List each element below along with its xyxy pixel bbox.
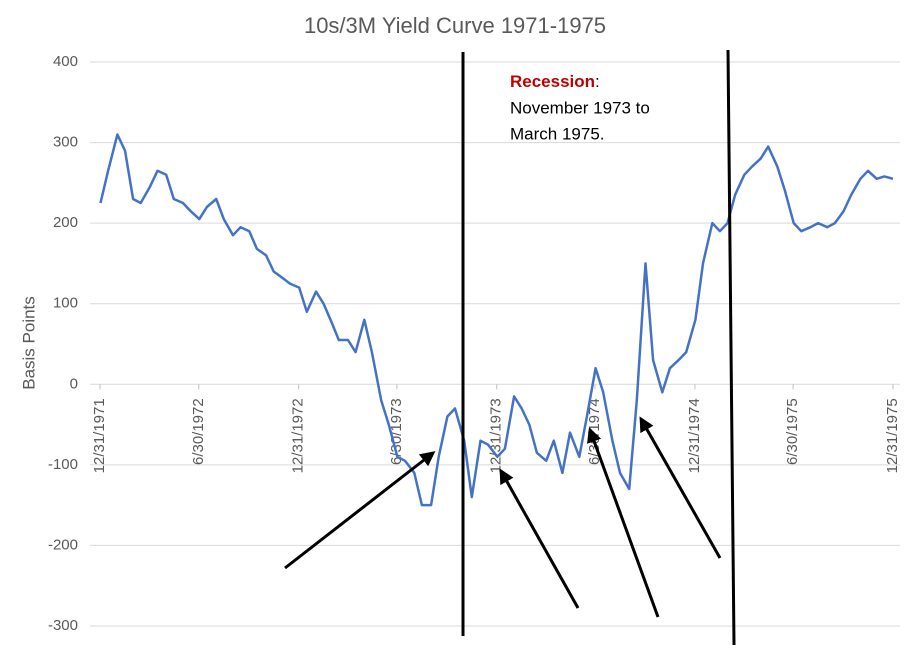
y-tick-label: -200 (48, 536, 78, 553)
y-tick-label: 200 (53, 214, 78, 231)
recession-lines (461, 49, 736, 646)
y-tick-label: -300 (48, 617, 78, 634)
plot-area: -300 -200 -100 0 100 200 300 400 12/31/1971 6/30/… (48, 53, 901, 634)
line-series (99, 133, 894, 507)
recession-end-line (726, 49, 736, 646)
arrow (284, 451, 436, 570)
x-tick-label: 12/31/1971 (91, 398, 108, 473)
x-tick-label: 6/30/1972 (190, 398, 207, 465)
y-tick-label: 400 (53, 53, 78, 70)
arrow (587, 427, 660, 618)
x-tick-label: 12/31/1975 (884, 398, 901, 473)
x-tick-label: 12/31/1973 (488, 398, 505, 473)
y-axis-label: Basis Points (19, 296, 38, 390)
annotation-heading: Recession: (510, 72, 600, 91)
annotation-line: March 1975. (510, 124, 605, 143)
y-tick-label: 0 (70, 375, 78, 392)
arrow (499, 468, 580, 609)
arrows (284, 416, 722, 618)
x-tick-label: 6/30/1973 (388, 398, 405, 465)
annotation-line: November 1973 to (510, 98, 650, 117)
annotation-label: Recession (510, 72, 595, 91)
x-tick-label: 12/31/1972 (290, 398, 307, 473)
annotation-separator: : (595, 72, 600, 91)
y-tick-label: 300 (53, 134, 78, 151)
y-tick-label: 100 (53, 295, 78, 312)
arrow (639, 416, 722, 559)
y-tick-label: -100 (48, 456, 78, 473)
x-tick-label: 12/31/1974 (686, 398, 703, 473)
x-tick-label: 6/30/1975 (784, 398, 801, 465)
chart-title: 10s/3M Yield Curve 1971-1975 (304, 13, 606, 38)
